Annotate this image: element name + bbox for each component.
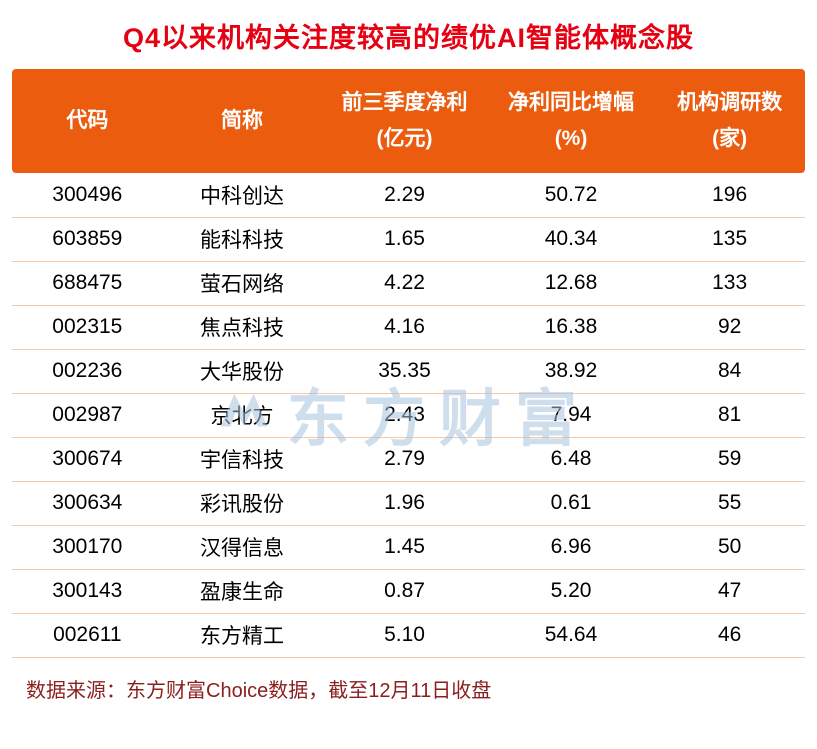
table-cell: 4.22 bbox=[321, 261, 488, 306]
column-header-line1: 机构调研数 bbox=[677, 91, 783, 115]
table-cell: 40.34 bbox=[487, 217, 655, 262]
page: Q4以来机构关注度较高的绩优AI智能体概念股 代码 简称 前三季度净利 (亿元) 净利同… bbox=[0, 16, 817, 749]
stock-table: 代码 简称 前三季度净利 (亿元) 净利同比增幅 (%) 机构调研数 (家) 300496 中科… bbox=[12, 69, 805, 658]
table-row: 300674 宇信科技 2.79 6.48 59 bbox=[12, 437, 805, 482]
column-header-line2: (%) bbox=[554, 127, 588, 150]
table-cell: 0.61 bbox=[487, 481, 655, 526]
table-cell: 1.45 bbox=[321, 525, 488, 570]
table-cell: 92 bbox=[654, 305, 805, 350]
table-cell: 300143 bbox=[12, 569, 163, 614]
column-header-line1: 代码 bbox=[66, 109, 109, 133]
table-cell: 81 bbox=[654, 393, 805, 438]
column-header-line1: 前三季度净利 bbox=[341, 91, 468, 115]
table-row: 300143 盈康生命 0.87 5.20 47 bbox=[12, 569, 805, 614]
table-cell: 1.65 bbox=[321, 217, 488, 262]
table-cell: 2.79 bbox=[321, 437, 488, 482]
table-cell: 84 bbox=[654, 349, 805, 394]
table-cell: 300496 bbox=[12, 173, 163, 218]
table-cell: 盈康生命 bbox=[162, 569, 322, 614]
table-cell: 7.94 bbox=[487, 393, 655, 438]
table-row: 603859 能科科技 1.65 40.34 135 bbox=[12, 217, 805, 262]
table-cell: 603859 bbox=[12, 217, 163, 262]
table-row: 688475 萤石网络 4.22 12.68 133 bbox=[12, 261, 805, 306]
table-cell: 54.64 bbox=[487, 613, 655, 658]
table-cell: 东方精工 bbox=[162, 613, 322, 658]
table-cell: 59 bbox=[654, 437, 805, 482]
table-cell: 4.16 bbox=[321, 305, 488, 350]
table-cell: 宇信科技 bbox=[162, 437, 322, 482]
table-cell: 55 bbox=[654, 481, 805, 526]
table-cell: 0.87 bbox=[321, 569, 488, 614]
table-cell: 50.72 bbox=[487, 173, 655, 218]
table-cell: 能科科技 bbox=[162, 217, 322, 262]
table-cell: 6.48 bbox=[487, 437, 655, 482]
column-header-line1: 净利同比增幅 bbox=[508, 91, 635, 115]
column-header: 前三季度净利 (亿元) bbox=[321, 69, 488, 173]
column-header: 简称 bbox=[162, 69, 322, 173]
table-cell: 196 bbox=[654, 173, 805, 218]
table-cell: 135 bbox=[654, 217, 805, 262]
column-header-line2: (亿元) bbox=[376, 127, 433, 150]
table-cell: 萤石网络 bbox=[162, 261, 322, 306]
column-header-line1: 简称 bbox=[220, 109, 263, 133]
table-cell: 6.96 bbox=[487, 525, 655, 570]
table-cell: 002315 bbox=[12, 305, 163, 350]
data-source-note: 数据来源：东方财富Choice数据，截至12月11日收盘 bbox=[26, 679, 492, 702]
table-cell: 彩讯股份 bbox=[162, 481, 322, 526]
table-row: 002611 东方精工 5.10 54.64 46 bbox=[12, 613, 805, 658]
table-row: 300170 汉得信息 1.45 6.96 50 bbox=[12, 525, 805, 570]
table-row: 002987 京北方 2.43 7.94 81 bbox=[12, 393, 805, 438]
table-cell: 大华股份 bbox=[162, 349, 322, 394]
table-cell: 京北方 bbox=[162, 393, 322, 438]
header-row: 代码 简称 前三季度净利 (亿元) 净利同比增幅 (%) 机构调研数 (家) bbox=[12, 69, 805, 173]
table-cell: 12.68 bbox=[487, 261, 655, 306]
table-row: 002315 焦点科技 4.16 16.38 92 bbox=[12, 305, 805, 350]
table-cell: 5.10 bbox=[321, 613, 488, 658]
table-cell: 1.96 bbox=[321, 481, 488, 526]
table-cell: 16.38 bbox=[487, 305, 655, 350]
table-cell: 35.35 bbox=[321, 349, 488, 394]
table-row: 300496 中科创达 2.29 50.72 196 bbox=[12, 173, 805, 218]
table-cell: 2.29 bbox=[321, 173, 488, 218]
table-cell: 300634 bbox=[12, 481, 163, 526]
table-cell: 133 bbox=[654, 261, 805, 306]
table-cell: 002236 bbox=[12, 349, 163, 394]
page-title: Q4以来机构关注度较高的绩优AI智能体概念股 bbox=[122, 23, 695, 53]
table-cell: 2.43 bbox=[321, 393, 488, 438]
table-cell: 焦点科技 bbox=[162, 305, 322, 350]
table-cell: 5.20 bbox=[487, 569, 655, 614]
table-cell: 38.92 bbox=[487, 349, 655, 394]
column-header: 代码 bbox=[12, 69, 163, 173]
column-header: 净利同比增幅 (%) bbox=[487, 69, 655, 173]
table-cell: 46 bbox=[654, 613, 805, 658]
column-header: 机构调研数 (家) bbox=[654, 69, 805, 173]
table-cell: 300170 bbox=[12, 525, 163, 570]
table-cell: 47 bbox=[654, 569, 805, 614]
table-cell: 中科创达 bbox=[162, 173, 322, 218]
table-row: 300634 彩讯股份 1.96 0.61 55 bbox=[12, 481, 805, 526]
table-row: 002236 大华股份 35.35 38.92 84 bbox=[12, 349, 805, 394]
column-header-line2: (家) bbox=[712, 127, 748, 150]
table-cell: 002611 bbox=[12, 613, 163, 658]
table-cell: 300674 bbox=[12, 437, 163, 482]
table-cell: 50 bbox=[654, 525, 805, 570]
table-cell: 汉得信息 bbox=[162, 525, 322, 570]
table-body: 300496 中科创达 2.29 50.72 196 603859 能科科技 1.65 40.3… bbox=[12, 173, 805, 658]
table-cell: 002987 bbox=[12, 393, 163, 438]
table-header: 代码 简称 前三季度净利 (亿元) 净利同比增幅 (%) 机构调研数 (家) bbox=[12, 69, 805, 173]
table-cell: 688475 bbox=[12, 261, 163, 306]
